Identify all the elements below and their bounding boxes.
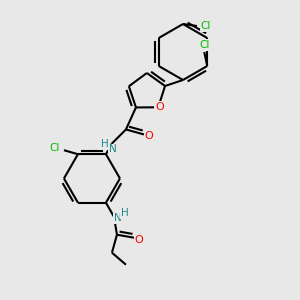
Text: N: N <box>109 145 117 154</box>
Text: H: H <box>101 140 109 149</box>
Text: O: O <box>135 235 143 245</box>
Text: Cl: Cl <box>199 40 209 50</box>
Text: Cl: Cl <box>50 143 60 153</box>
Text: Cl: Cl <box>201 21 211 31</box>
Text: N: N <box>114 213 122 223</box>
Text: O: O <box>155 102 164 112</box>
Text: O: O <box>145 131 153 142</box>
Text: H: H <box>121 208 129 218</box>
